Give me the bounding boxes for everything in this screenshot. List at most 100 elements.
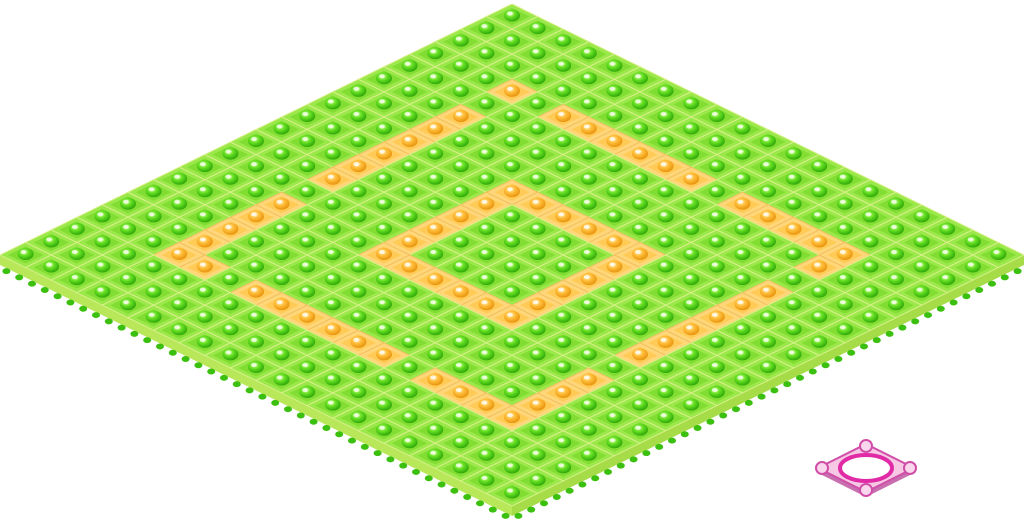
- floor-peg: [783, 381, 792, 388]
- tile-bump: [504, 34, 520, 47]
- floor-peg: [335, 431, 344, 438]
- tile-shine: [276, 149, 283, 154]
- tile-shine: [737, 250, 744, 254]
- floor-peg: [540, 500, 548, 507]
- tile-bump: [632, 97, 648, 110]
- tile-bump: [683, 398, 700, 411]
- tile-bump: [683, 147, 700, 160]
- tile-shine: [583, 275, 590, 280]
- tile-bump: [836, 273, 853, 286]
- tile-bump: [504, 461, 520, 474]
- floor-side: [512, 255, 1024, 516]
- tile-shine: [609, 312, 616, 317]
- floor-peg: [527, 506, 536, 513]
- tile-bump: [657, 84, 674, 97]
- tile-shine: [609, 413, 616, 418]
- tile-bump: [657, 160, 674, 173]
- floor-peg: [488, 506, 497, 513]
- tile-bump: [529, 298, 546, 311]
- tile-shine: [379, 224, 385, 229]
- tile-shine: [353, 388, 360, 393]
- tile-bump: [401, 285, 418, 298]
- tile-bump: [811, 310, 828, 323]
- tile-shine: [353, 137, 360, 142]
- floor-tile: [613, 191, 667, 218]
- tile-bump: [196, 285, 213, 298]
- floor-tile: [306, 392, 360, 419]
- floor-tile: [587, 154, 642, 181]
- tile-bump: [888, 248, 904, 260]
- floor-tile: [715, 367, 770, 394]
- item-post: [859, 483, 873, 497]
- tile-shine: [327, 375, 334, 380]
- tile-bump: [529, 273, 546, 286]
- tile-shine: [97, 262, 104, 267]
- floor-peg: [360, 443, 369, 450]
- tile-shine: [507, 86, 513, 91]
- floor-tile: [485, 480, 539, 507]
- tile-bump: [504, 210, 520, 223]
- tile-shine: [251, 237, 257, 242]
- floor-peg: [642, 450, 651, 457]
- floor-peg: [117, 324, 126, 331]
- tile-shine: [174, 300, 181, 305]
- tile-bump: [657, 135, 674, 148]
- tile-bump: [171, 248, 188, 260]
- tile-bump: [350, 260, 367, 273]
- floor-peg: [156, 343, 164, 350]
- tile-shine: [353, 262, 360, 267]
- floor-tile: [382, 304, 437, 331]
- tile-shine: [916, 287, 923, 292]
- tile-shine: [430, 275, 437, 280]
- tile-bump: [708, 285, 725, 298]
- tile-bump: [734, 373, 751, 386]
- tile-bump: [401, 210, 418, 223]
- tile-bump: [606, 135, 623, 148]
- tile-shine: [967, 237, 974, 242]
- tile-bump: [452, 235, 469, 248]
- tile-bump: [760, 185, 776, 198]
- tile-shine: [839, 325, 846, 330]
- tile-bump: [580, 398, 597, 411]
- tile-shine: [481, 124, 488, 129]
- tile-bump: [811, 210, 828, 223]
- tile-bump: [171, 273, 188, 286]
- tile-bump: [606, 335, 623, 348]
- tile-shine: [583, 74, 590, 79]
- tile-shine: [97, 287, 104, 292]
- tile-shine: [404, 388, 411, 393]
- tile-bump: [427, 448, 444, 461]
- tile-shine: [737, 350, 744, 355]
- floor-peg: [668, 437, 676, 444]
- tile-shine: [711, 287, 718, 292]
- tile-bump: [836, 172, 853, 185]
- tile-bump: [708, 360, 725, 373]
- tile-bump: [632, 323, 648, 336]
- tile-shine: [174, 174, 181, 179]
- tile-bump: [273, 248, 290, 260]
- tile-shine: [481, 425, 488, 430]
- floor-tile: [690, 154, 744, 181]
- floor-tile: [459, 191, 514, 218]
- tile-bump: [376, 398, 392, 411]
- tile-shine: [251, 312, 257, 317]
- floor-peg: [258, 393, 267, 400]
- tile-shine: [123, 275, 129, 280]
- tile-shine: [225, 300, 232, 305]
- tile-bump: [734, 323, 751, 336]
- tile-bump: [785, 323, 802, 336]
- tile-bump: [555, 386, 572, 399]
- tile-bump: [324, 273, 341, 286]
- floor-peg: [181, 355, 190, 362]
- tile-shine: [481, 325, 488, 330]
- tile-bump: [632, 298, 648, 311]
- floor-peg: [501, 512, 510, 519]
- floor-tile: [357, 342, 411, 369]
- tile-shine: [737, 174, 744, 179]
- tile-shine: [635, 300, 641, 305]
- tile-bump: [632, 273, 648, 286]
- tile-shine: [635, 224, 641, 229]
- tile-shine: [711, 388, 718, 393]
- tile-bump: [94, 235, 111, 248]
- tile-shine: [481, 300, 488, 305]
